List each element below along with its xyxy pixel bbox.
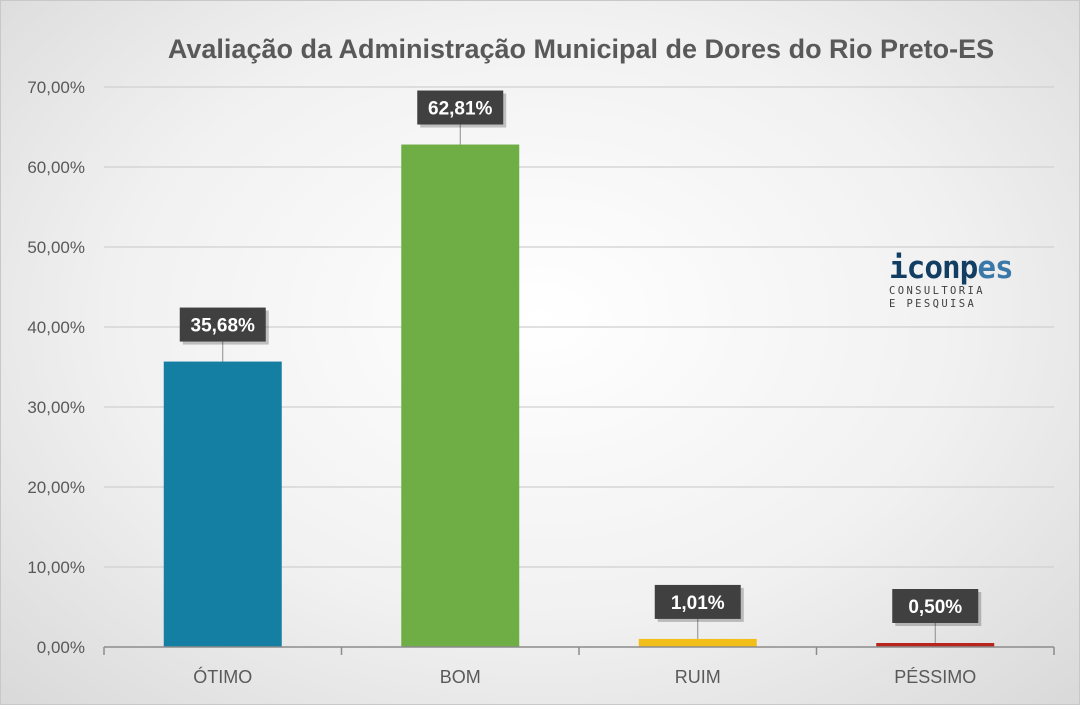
logo-word-part1: iconp: [889, 250, 978, 286]
bar-péssimo: [876, 643, 995, 647]
data-label-box: [179, 307, 266, 342]
x-category-label: RUIM: [675, 667, 721, 687]
y-tick-label: 50,00%: [27, 238, 85, 257]
x-category-label: ÓTIMO: [193, 666, 252, 687]
chart-title: Avaliação da Administração Municipal de …: [168, 34, 994, 64]
y-tick-label: 10,00%: [27, 558, 85, 577]
bar-ruim: [638, 638, 757, 647]
data-label-box: [417, 90, 504, 125]
data-label: 62,81%: [428, 99, 493, 120]
logo-subtitle-line2: E PESQUISA: [889, 298, 977, 310]
data-label-group: 62,81%: [417, 90, 507, 145]
y-tick-label: 30,00%: [27, 398, 85, 417]
data-label-box: [892, 589, 979, 623]
y-axis-ticks: 0,00% 10,00% 20,00% 30,00% 40,00% 50,00% 60,00…: [27, 78, 85, 657]
data-label-group: 35,68%: [179, 307, 269, 362]
y-tick-label: 20,00%: [27, 478, 85, 497]
data-label: 35,68%: [191, 316, 256, 337]
y-tick-label: 0,00%: [37, 638, 85, 657]
data-label-group: 1,01%: [654, 584, 744, 639]
data-label-group: 0,50%: [892, 589, 982, 643]
bar-ótimo: [163, 361, 282, 647]
logo-subtitle-line1: CONSULTORIA: [889, 285, 985, 297]
y-tick-label: 40,00%: [27, 318, 85, 337]
data-label-box: [654, 584, 741, 619]
bar-bom: [401, 144, 520, 647]
data-label: 0,50%: [908, 597, 962, 618]
x-category-label: PÉSSIMO: [894, 667, 976, 687]
y-tick-label: 60,00%: [27, 158, 85, 177]
y-tick-label: 70,00%: [27, 78, 85, 97]
data-label: 1,01%: [671, 593, 725, 614]
logo-word-part2: es: [977, 250, 1013, 286]
x-axis-categories: ÓTIMO BOM RUIM PÉSSIMO: [193, 666, 976, 687]
x-category-label: BOM: [440, 667, 481, 687]
bars: [163, 144, 995, 647]
data-labels: 35,68% 62,81% 1,01% 0,50%: [179, 90, 982, 643]
logo-wordmark: iconpes: [889, 250, 1014, 286]
x-axis: [103, 646, 1055, 655]
iconpes-logo: iconpes CONSULTORIA E PESQUISA: [889, 250, 1014, 311]
